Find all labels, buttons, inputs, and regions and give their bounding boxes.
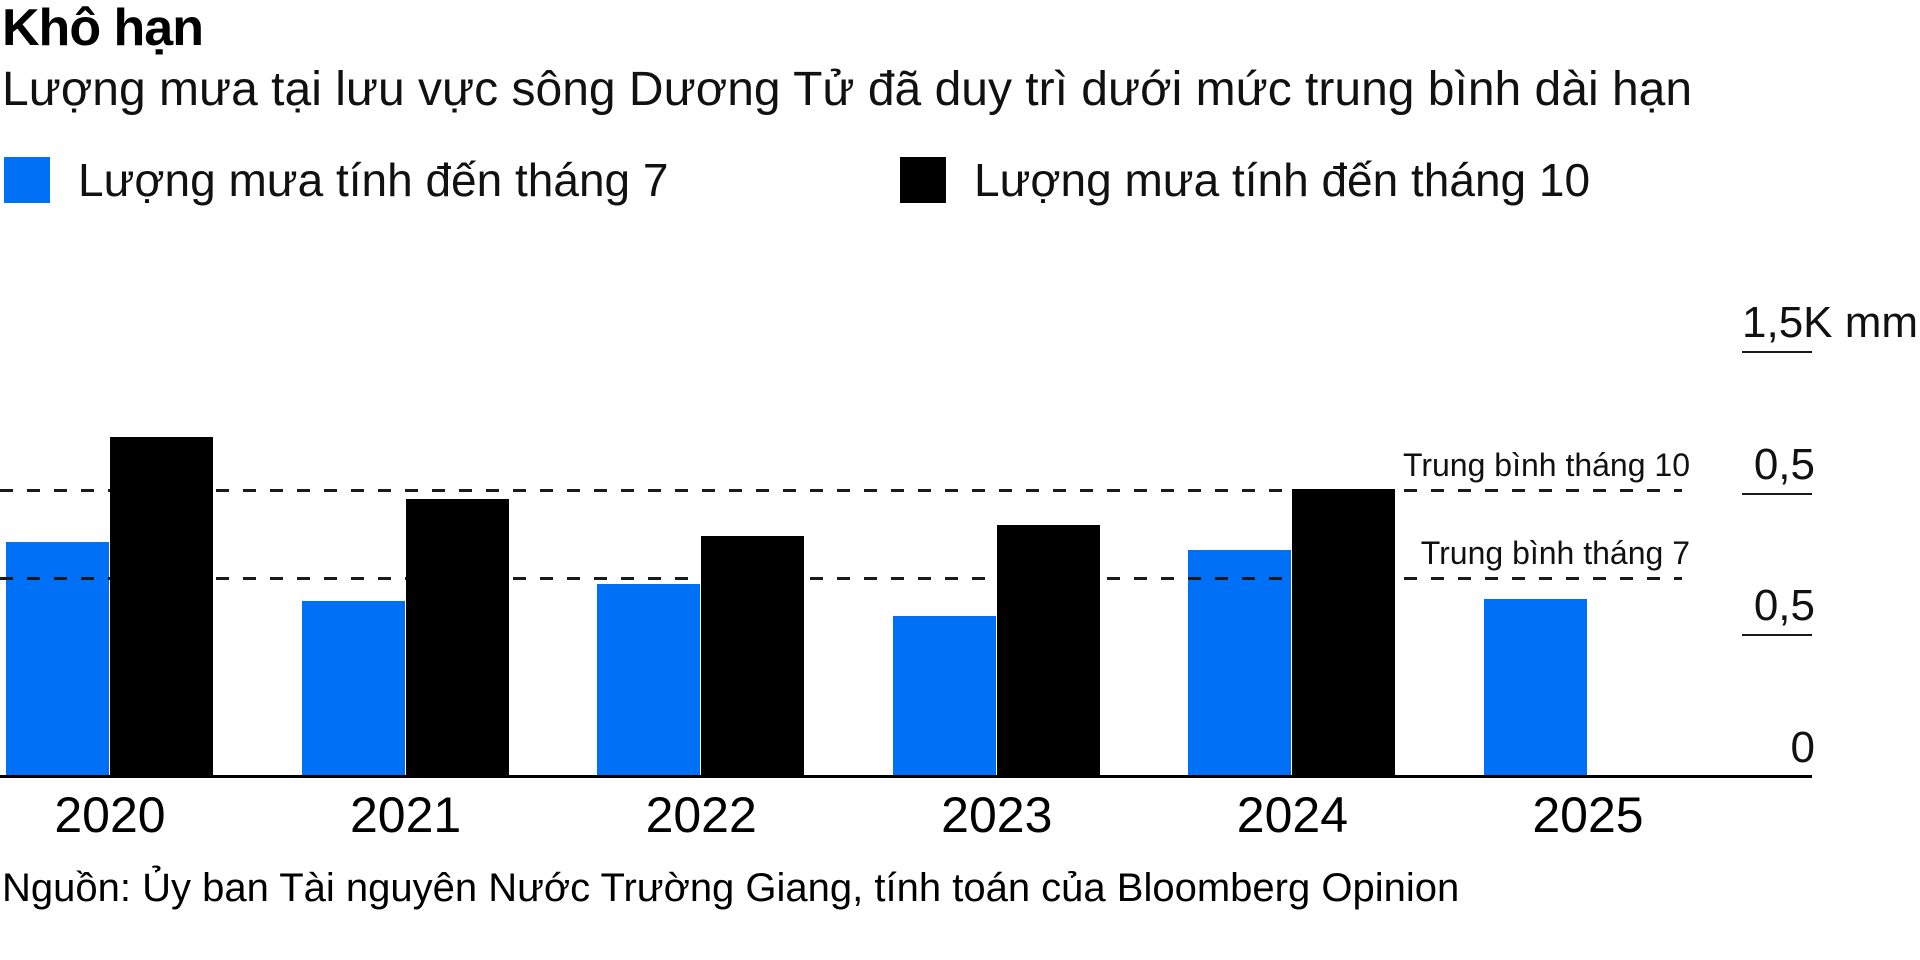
bar-2021-july [301, 601, 405, 777]
x-axis-label-2021: 2021 [349, 787, 462, 843]
chart-subtitle: Lượng mưa tại lưu vực sông Dương Tử đã d… [2, 63, 1693, 116]
reference-line-july-avg [0, 577, 1682, 581]
bar-2024-october [1292, 489, 1396, 777]
legend-swatch-july [4, 157, 50, 203]
x-axis-label-2020: 2020 [54, 787, 166, 843]
bar-2025-july [1484, 598, 1587, 777]
legend-label-july: Lượng mưa tính đến tháng 7 [78, 154, 669, 206]
y-tick-label-1000: 0,5 [1753, 439, 1815, 489]
legend-label-october: Lượng mưa tính đến tháng 10 [974, 154, 1591, 206]
y-tick-line-500 [1742, 634, 1812, 637]
reference-line-october-avg [0, 489, 1682, 493]
x-axis-label-2022: 2022 [645, 787, 757, 843]
legend-item-october: Lượng mưa tính đến tháng 10 [900, 150, 1590, 210]
bar-2021-october [405, 499, 509, 777]
y-tick-label-500: 0,5 [1753, 581, 1815, 631]
x-axis-label-2024: 2024 [1236, 787, 1348, 843]
x-axis-label-2023: 2023 [941, 787, 1053, 843]
reference-line-label-july-avg: Trung bình tháng 7 [1420, 534, 1690, 571]
chart-title: Khô hạn [2, 0, 204, 57]
bar-2020-october [110, 437, 213, 777]
bar-2022-october [701, 536, 805, 777]
reference-line-label-october-avg: Trung bình tháng 10 [1402, 446, 1690, 483]
y-tick-label-1500: 1,5K mm [1742, 298, 1919, 347]
bar-2023-july [892, 615, 996, 777]
y-tick-line-1000 [1742, 492, 1812, 495]
x-axis-label-2025: 2025 [1532, 787, 1644, 843]
bar-2024-july [1188, 550, 1292, 777]
y-tick-label-0: 0 [1790, 723, 1815, 772]
source-note: Nguồn: Ủy ban Tài nguyên Nước Trường Gia… [2, 866, 1460, 910]
legend-item-july: Lượng mưa tính đến tháng 7 [4, 150, 668, 210]
legend-swatch-october [900, 157, 946, 203]
bar-2022-july [597, 584, 701, 777]
x-axis-line [0, 775, 1812, 778]
bar-2020-july [6, 541, 109, 777]
y-tick-line-1500 [1742, 351, 1812, 353]
bar-2023-october [996, 524, 1100, 777]
